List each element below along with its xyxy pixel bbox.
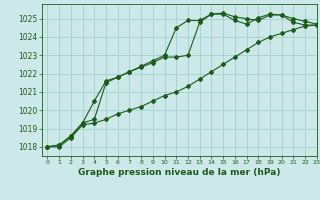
X-axis label: Graphe pression niveau de la mer (hPa): Graphe pression niveau de la mer (hPa) (78, 168, 280, 177)
